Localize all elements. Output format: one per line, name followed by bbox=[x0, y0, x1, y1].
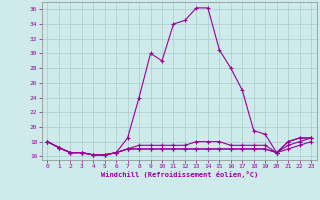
X-axis label: Windchill (Refroidissement éolien,°C): Windchill (Refroidissement éolien,°C) bbox=[100, 171, 258, 178]
